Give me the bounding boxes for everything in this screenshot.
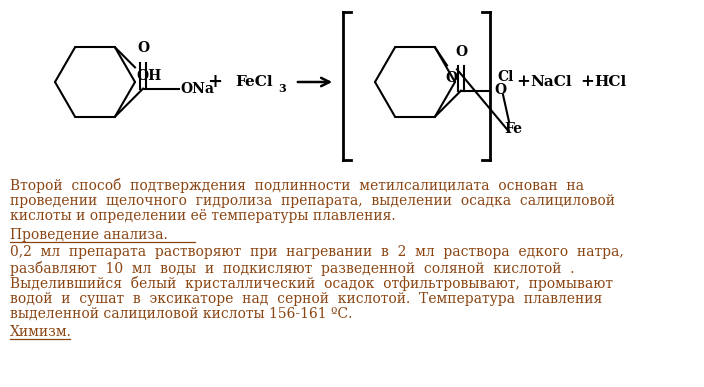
Text: Проведение анализа.: Проведение анализа. xyxy=(10,228,168,241)
Text: Выделившийся  белый  кристаллический  осадок  отфильтровывают,  промывают: Выделившийся белый кристаллический осадо… xyxy=(10,276,613,291)
Text: HCl: HCl xyxy=(594,75,627,89)
Text: ONa: ONa xyxy=(180,82,214,96)
Text: Fe: Fe xyxy=(504,122,522,135)
Text: NaCl: NaCl xyxy=(530,75,572,89)
Text: Cl: Cl xyxy=(497,70,513,84)
Text: Химизм.: Химизм. xyxy=(10,325,72,339)
Text: O: O xyxy=(494,83,506,97)
Text: выделенной салициловой кислоты 156-161 ºС.: выделенной салициловой кислоты 156-161 º… xyxy=(10,307,353,321)
Text: 0,2  мл  препарата  растворяют  при  нагревании  в  2  мл  раствора  едкого  нат: 0,2 мл препарата растворяют при нагреван… xyxy=(10,245,624,259)
Text: Второй  способ  подтверждения  подлинности  метилсалицилата  основан  на: Второй способ подтверждения подлинности … xyxy=(10,178,584,193)
Text: водой  и  сушат  в  эксикаторе  над  серной  кислотой.  Температура  плавления: водой и сушат в эксикаторе над серной ки… xyxy=(10,291,602,305)
Text: разбавляют  10  мл  воды  и  подкисляют  разведенной  соляной  кислотой  .: разбавляют 10 мл воды и подкисляют разве… xyxy=(10,260,574,276)
Text: +: + xyxy=(208,73,222,91)
Text: O: O xyxy=(137,41,149,55)
Text: +: + xyxy=(516,74,530,91)
Text: 3: 3 xyxy=(278,82,286,94)
Text: FeCl: FeCl xyxy=(235,75,272,89)
Text: кислоты и определении её температуры плавления.: кислоты и определении её температуры пла… xyxy=(10,209,396,223)
Text: +: + xyxy=(580,74,594,91)
Text: проведении  щелочного  гидролиза  препарата,  выделении  осадка  салициловой: проведении щелочного гидролиза препарата… xyxy=(10,194,615,207)
Text: O: O xyxy=(445,71,457,86)
Text: O: O xyxy=(455,45,467,59)
Text: OH: OH xyxy=(136,69,161,83)
